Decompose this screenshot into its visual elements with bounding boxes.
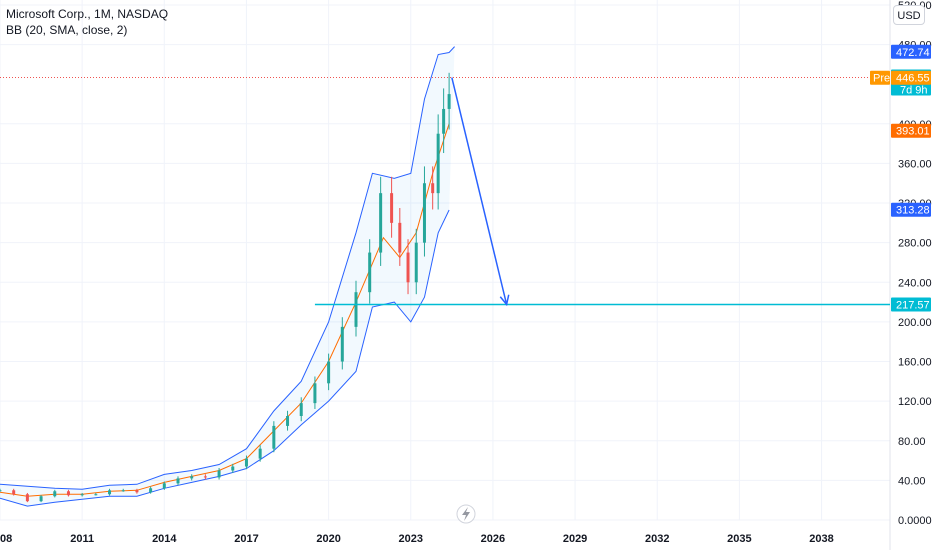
chart-legend: Microsoft Corp., 1M, NASDAQ BB (20, SMA,… [6,6,168,38]
candle-body [447,94,451,109]
upper-band-line [0,46,455,490]
x-tick-label: 2035 [727,533,751,545]
y-tick-label: 280.00 [898,238,932,250]
bollinger-band [0,46,455,507]
x-tick-label: 2029 [563,533,587,545]
pre-badge [870,70,890,85]
candle-body [231,466,235,471]
candles [0,72,451,503]
candle-body [368,252,372,293]
band-fill [0,46,455,507]
candle-body [442,108,446,134]
candle-body [313,383,317,404]
candle-body [25,494,29,502]
candle-body [354,292,358,327]
price-badge-label: 446.55 [896,73,930,85]
candle-body [135,490,139,493]
x-tick-label: 2011 [70,533,94,545]
candle-body [53,491,57,497]
candle-body [80,494,84,496]
candle-body [406,252,410,283]
x-tick-label: 2008 [0,533,12,545]
x-tick-label: 2014 [152,533,177,545]
candle-body [108,490,112,495]
time-axis[interactable]: 2008 2011 2014 2017 2020 2023 2026 2029 2032 2035… [0,533,834,545]
candle-body [299,403,303,416]
x-tick-label: 2026 [481,533,505,545]
candle-body [286,416,290,426]
candle-body [162,483,166,489]
candle-body [422,183,426,243]
y-tick-label: 240.00 [898,277,932,289]
candle-body [176,478,180,484]
candle-body [190,476,194,479]
grid [0,0,891,550]
candle-body [258,448,262,459]
price-badge [891,44,931,59]
price-badge [891,202,931,217]
candle-body [66,491,70,496]
y-tick-label: 40.00 [898,475,926,487]
candle-body [12,490,16,495]
candle-body [39,496,43,502]
currency-button[interactable]: USD [893,5,925,25]
candle-body [0,490,2,492]
symbol-title: Microsoft Corp., 1M, NASDAQ [6,7,169,21]
price-badge [891,70,931,85]
candle-body [217,470,221,478]
x-tick-label: 2032 [645,533,669,545]
candle-body [414,242,418,283]
price-badge-label: 393.01 [896,126,930,138]
arrow-head [499,294,510,307]
y-tick-label: 160.00 [898,357,932,369]
price-badges: 472.74446.717d 9h446.55Pre393.01313.2821… [870,44,931,312]
candle-body [390,193,394,223]
x-tick-label: 2023 [399,533,423,545]
candle-body [340,326,344,362]
price-badge [891,297,931,312]
candle-body [121,490,125,492]
price-badge-label: 313.28 [896,205,930,217]
overlays [0,77,890,307]
y-tick-label: 80.00 [898,436,926,448]
candle-body [327,361,331,384]
x-tick-label: 2017 [234,533,258,545]
candle-body [379,193,383,253]
flash-icon[interactable] [456,504,476,524]
price-badge [891,123,931,138]
y-tick-label: 120.00 [898,396,932,408]
candle-body [203,476,207,478]
candle-body [94,494,98,496]
candle-body [272,425,276,449]
pre-badge-label: Pre [873,73,890,85]
projection-arrow [451,77,508,305]
candle-body [244,458,248,467]
x-tick-label: 2038 [809,533,833,545]
price-badge-label: 217.57 [896,300,930,312]
indicator-title: BB (20, SMA, close, 2) [6,23,128,37]
y-tick-label: 360.00 [898,158,932,170]
price-badge-label: 472.74 [896,47,930,59]
candle-body [431,183,435,194]
y-tick-label: 200.00 [898,317,932,329]
candle-body [398,222,402,253]
flash-icon-bolt [462,507,470,521]
x-tick-label: 2020 [316,533,340,545]
candle-body [436,133,440,194]
y-tick-label: 0.0000 [898,515,932,527]
countdown-label: 7d 9h [900,85,928,97]
candle-body [149,488,153,493]
